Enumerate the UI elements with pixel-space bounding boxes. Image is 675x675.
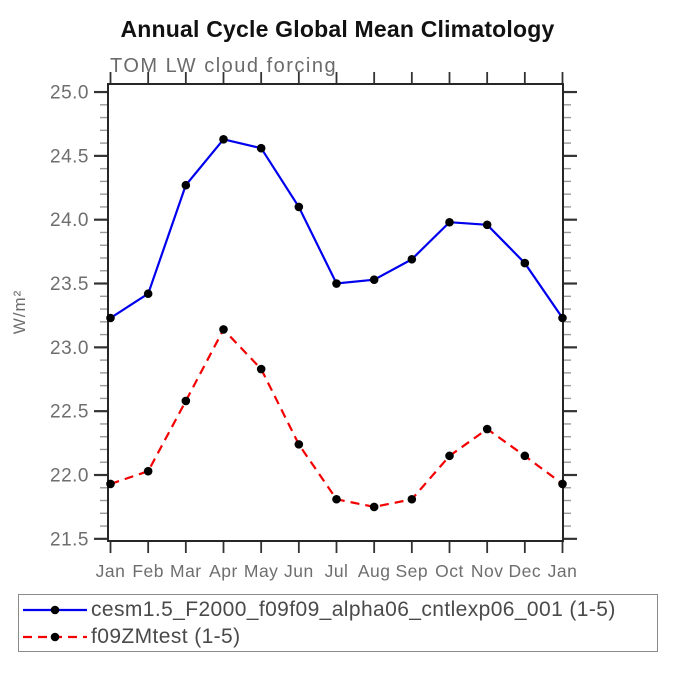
y-tick-label: 23.5 bbox=[50, 274, 89, 295]
x-tick-label: Sep bbox=[396, 561, 429, 581]
data-point bbox=[558, 313, 567, 323]
x-tick-label: Oct bbox=[435, 561, 464, 581]
x-tick-label: Feb bbox=[132, 561, 164, 581]
data-point bbox=[332, 494, 341, 504]
legend-label: f09ZMtest (1-5) bbox=[91, 624, 241, 648]
data-point bbox=[181, 180, 191, 190]
x-tick-label: Jul bbox=[325, 561, 349, 581]
data-point bbox=[407, 494, 417, 504]
data-point bbox=[445, 451, 454, 461]
x-tick-label: Nov bbox=[471, 561, 504, 581]
y-tick-label: 22.0 bbox=[50, 466, 89, 487]
x-tick-label: Jun bbox=[284, 561, 314, 581]
y-tick-label: 23.0 bbox=[50, 338, 89, 359]
legend-item: f09ZMtest (1-5) bbox=[19, 623, 657, 650]
data-point bbox=[181, 396, 191, 406]
data-point bbox=[558, 479, 567, 489]
x-tick-label: Aug bbox=[358, 561, 391, 581]
data-point bbox=[294, 202, 304, 212]
legend-marker-dot bbox=[50, 605, 60, 614]
data-point bbox=[143, 289, 153, 299]
data-point bbox=[106, 479, 115, 489]
legend-dashed-line-icon bbox=[23, 632, 87, 641]
data-point bbox=[219, 134, 228, 144]
y-tick-label: 24.5 bbox=[50, 146, 89, 167]
x-tick-label: Jan bbox=[96, 561, 126, 581]
data-point bbox=[256, 143, 266, 153]
data-point bbox=[369, 275, 379, 284]
data-point bbox=[520, 258, 530, 268]
series-line-0 bbox=[109, 138, 564, 319]
data-point bbox=[369, 502, 379, 512]
legend-item: cesm1.5_F2000_f09f09_alpha06_cntlexp06_0… bbox=[19, 596, 657, 623]
data-point bbox=[482, 424, 492, 434]
chart-canvas: 21.5 22.0 22.5 23.0 23.5 24.0 24.5 25.0 Jan Feb Ma… bbox=[10, 72, 578, 581]
legend-marker-dot bbox=[50, 632, 60, 641]
y-tick-label: 24.0 bbox=[50, 210, 89, 231]
data-point bbox=[520, 451, 530, 461]
x-tick-label: May bbox=[244, 561, 279, 581]
legend-solid-line-icon bbox=[23, 605, 87, 614]
data-point bbox=[407, 254, 417, 264]
data-point bbox=[219, 325, 228, 334]
y-axis-title: W/m² bbox=[10, 290, 29, 335]
data-point bbox=[143, 466, 153, 476]
x-tick-label: Mar bbox=[170, 561, 202, 581]
x-tick-label: Jan bbox=[548, 561, 578, 581]
data-point bbox=[482, 220, 492, 230]
legend: cesm1.5_F2000_f09f09_alpha06_cntlexp06_0… bbox=[18, 594, 658, 652]
data-point bbox=[106, 313, 115, 323]
data-point bbox=[294, 440, 304, 449]
plot-border bbox=[107, 83, 564, 542]
data-point bbox=[256, 364, 266, 374]
x-tick-label: Dec bbox=[509, 561, 542, 581]
y-tick-label: 22.5 bbox=[50, 402, 89, 423]
y-tick-label: 25.0 bbox=[50, 83, 89, 104]
data-point bbox=[445, 217, 454, 227]
chart-subtitle: TOM LW cloud forcing bbox=[110, 55, 338, 77]
series-line-1 bbox=[110, 327, 564, 509]
chart-title: Annual Cycle Global Mean Climatology bbox=[120, 16, 555, 42]
y-tick-label: 21.5 bbox=[50, 529, 89, 550]
data-point bbox=[332, 279, 341, 288]
legend-label: cesm1.5_F2000_f09f09_alpha06_cntlexp06_0… bbox=[91, 597, 616, 621]
x-tick-label: Apr bbox=[209, 561, 238, 581]
